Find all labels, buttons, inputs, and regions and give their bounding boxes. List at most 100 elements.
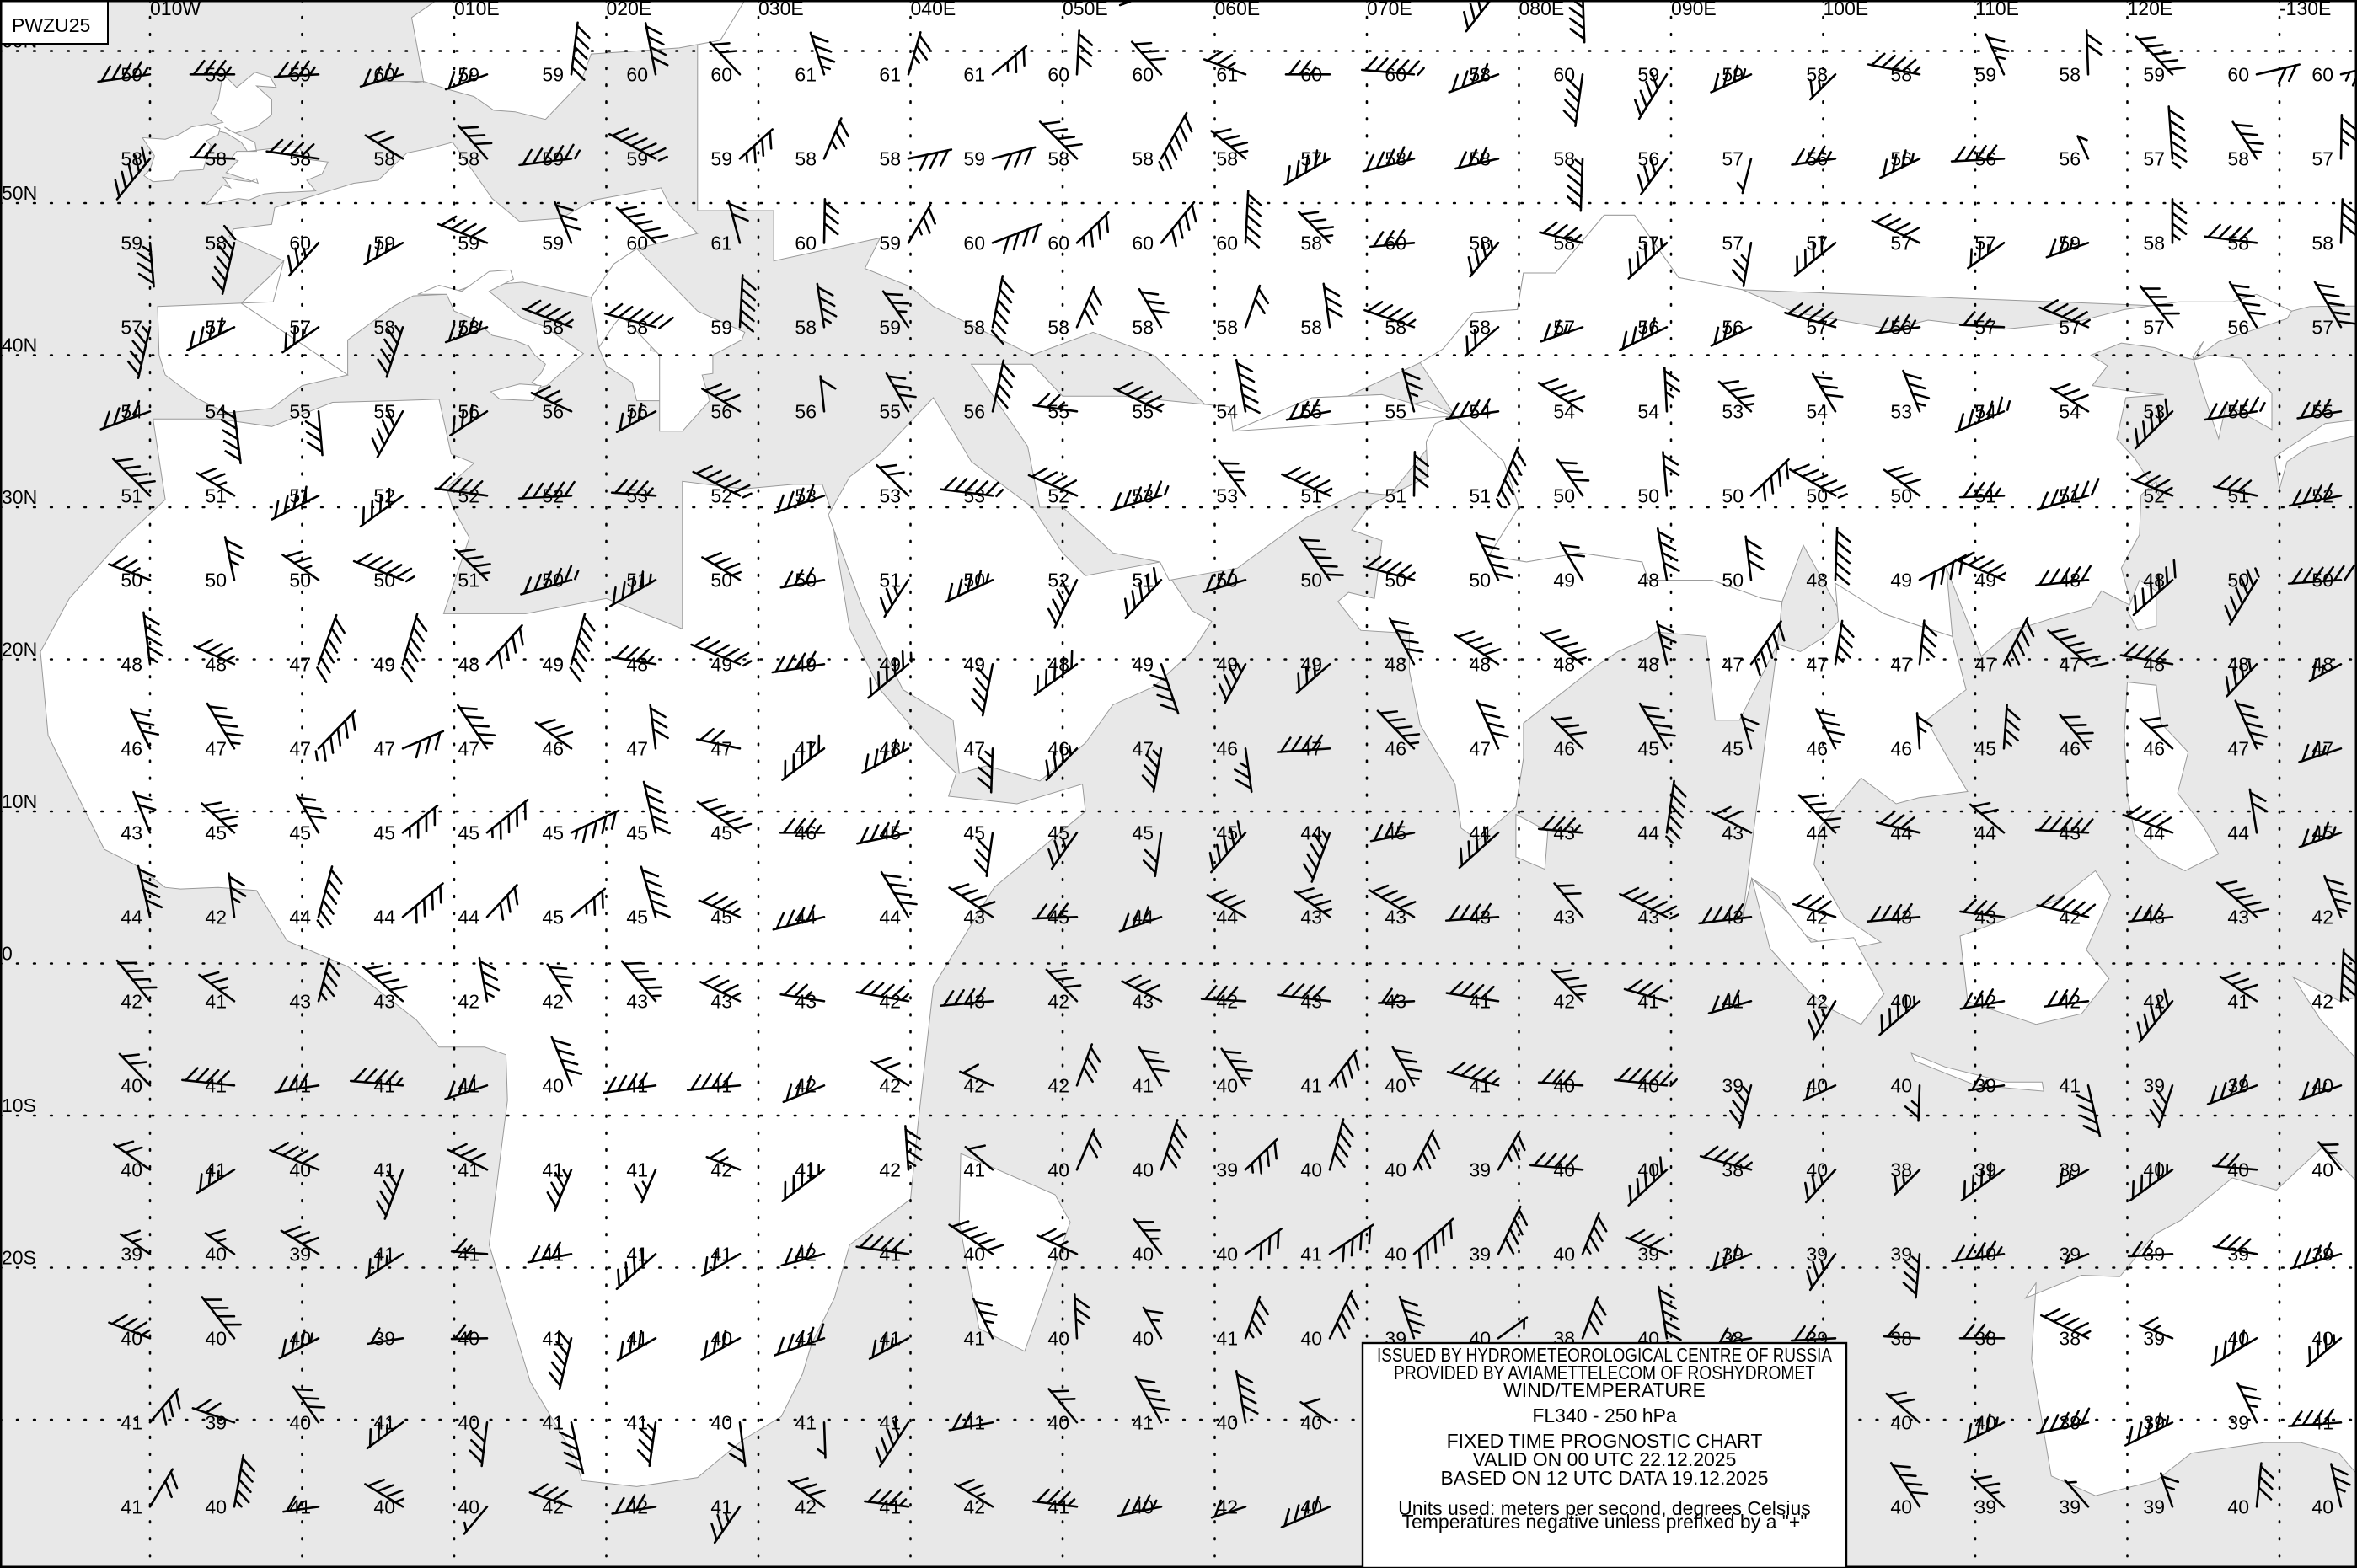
svg-text:59: 59: [121, 63, 142, 85]
svg-text:-130E: -130E: [2279, 0, 2331, 19]
svg-text:41: 41: [1216, 1327, 1238, 1349]
svg-text:45: 45: [542, 906, 564, 928]
svg-text:40: 40: [1385, 1243, 1406, 1265]
svg-text:51: 51: [879, 569, 901, 591]
svg-text:58: 58: [1469, 147, 1491, 169]
svg-text:58: 58: [963, 316, 985, 338]
svg-text:43: 43: [1553, 821, 1575, 843]
svg-text:110E: 110E: [1975, 0, 2019, 19]
svg-text:60: 60: [2227, 63, 2249, 85]
svg-text:52: 52: [1047, 484, 1069, 506]
svg-text:47: 47: [458, 737, 479, 759]
svg-text:48: 48: [458, 653, 479, 675]
svg-text:54: 54: [1974, 400, 1996, 422]
svg-text:49: 49: [795, 653, 817, 675]
svg-text:47: 47: [1722, 653, 1744, 675]
svg-text:41: 41: [963, 1411, 985, 1433]
svg-text:39: 39: [373, 1327, 395, 1349]
svg-text:45: 45: [458, 821, 479, 843]
svg-text:39: 39: [2143, 1074, 2165, 1096]
svg-text:41: 41: [626, 1074, 648, 1096]
svg-text:42: 42: [2059, 906, 2081, 928]
svg-text:53: 53: [2143, 400, 2165, 422]
svg-text:57: 57: [1637, 232, 1659, 254]
svg-text:48: 48: [1806, 569, 1828, 591]
svg-text:40: 40: [2227, 1327, 2249, 1349]
svg-text:48: 48: [205, 653, 227, 675]
svg-text:56: 56: [1890, 316, 1912, 338]
svg-text:60: 60: [1385, 232, 1406, 254]
svg-text:50: 50: [205, 569, 227, 591]
svg-text:42: 42: [542, 990, 564, 1012]
svg-text:42: 42: [795, 1074, 817, 1096]
svg-text:42: 42: [2311, 906, 2333, 928]
svg-text:10N: 10N: [2, 790, 37, 812]
svg-text:43: 43: [373, 990, 395, 1012]
svg-text:Temperatures negative unless p: Temperatures negative unless prefixed by…: [1401, 1511, 1807, 1533]
svg-text:43: 43: [1890, 906, 1912, 928]
svg-text:57: 57: [2311, 316, 2333, 338]
svg-text:45: 45: [1974, 737, 1996, 759]
svg-text:40: 40: [2311, 1496, 2333, 1517]
svg-text:50: 50: [121, 569, 142, 591]
svg-text:BASED ON 12 UTC DATA 19.12.202: BASED ON 12 UTC DATA 19.12.2025: [1440, 1467, 1768, 1489]
svg-text:48: 48: [121, 653, 142, 675]
svg-text:57: 57: [2311, 147, 2333, 169]
svg-text:57: 57: [1974, 232, 1996, 254]
svg-text:41: 41: [289, 1074, 311, 1096]
svg-text:44: 44: [458, 906, 479, 928]
svg-text:55: 55: [1385, 400, 1406, 422]
svg-text:52: 52: [542, 484, 564, 506]
svg-text:41: 41: [373, 1243, 395, 1265]
svg-text:45: 45: [963, 821, 985, 843]
svg-text:49: 49: [710, 653, 732, 675]
svg-text:58: 58: [1216, 316, 1238, 338]
svg-text:46: 46: [2143, 737, 2165, 759]
svg-text:41: 41: [2227, 990, 2249, 1012]
svg-text:40: 40: [205, 1327, 227, 1349]
svg-text:48: 48: [1385, 653, 1406, 675]
svg-text:39: 39: [2227, 1074, 2249, 1096]
svg-text:40: 40: [1216, 1074, 1238, 1096]
svg-text:41: 41: [542, 1327, 564, 1349]
svg-text:40: 40: [2143, 1159, 2165, 1180]
svg-text:50: 50: [710, 569, 732, 591]
svg-text:42: 42: [795, 1496, 817, 1517]
svg-text:46: 46: [1553, 737, 1575, 759]
svg-text:39: 39: [2059, 1243, 2081, 1265]
svg-text:41: 41: [626, 1243, 648, 1265]
svg-text:41: 41: [121, 1411, 142, 1433]
svg-text:60: 60: [1553, 63, 1575, 85]
svg-text:40N: 40N: [2, 334, 37, 356]
svg-text:41: 41: [1469, 1074, 1491, 1096]
svg-text:50: 50: [1890, 484, 1912, 506]
svg-text:51: 51: [1974, 484, 1996, 506]
svg-text:42: 42: [963, 1074, 985, 1096]
svg-text:58: 58: [1469, 316, 1491, 338]
svg-text:59: 59: [626, 147, 648, 169]
svg-text:57: 57: [1806, 232, 1828, 254]
svg-text:41: 41: [710, 1243, 732, 1265]
svg-text:45: 45: [2311, 821, 2333, 843]
svg-text:42: 42: [1974, 990, 1996, 1012]
svg-text:39: 39: [205, 1411, 227, 1433]
svg-text:49: 49: [1890, 569, 1912, 591]
svg-text:41: 41: [458, 1074, 479, 1096]
svg-text:58: 58: [542, 316, 564, 338]
svg-text:45: 45: [205, 821, 227, 843]
svg-text:45: 45: [1047, 906, 1069, 928]
svg-text:40: 40: [1300, 1327, 1322, 1349]
svg-text:41: 41: [458, 1159, 479, 1180]
svg-text:40: 40: [2311, 1327, 2333, 1349]
svg-text:47: 47: [373, 737, 395, 759]
svg-text:41: 41: [795, 1411, 817, 1433]
svg-text:40: 40: [1385, 1074, 1406, 1096]
svg-text:40: 40: [2227, 1496, 2249, 1517]
svg-text:46: 46: [1806, 737, 1828, 759]
svg-text:040E: 040E: [911, 0, 956, 19]
svg-text:60: 60: [710, 63, 732, 85]
svg-text:42: 42: [710, 1159, 732, 1180]
svg-text:45: 45: [710, 821, 732, 843]
svg-text:42: 42: [542, 1496, 564, 1517]
svg-text:49: 49: [1974, 569, 1996, 591]
